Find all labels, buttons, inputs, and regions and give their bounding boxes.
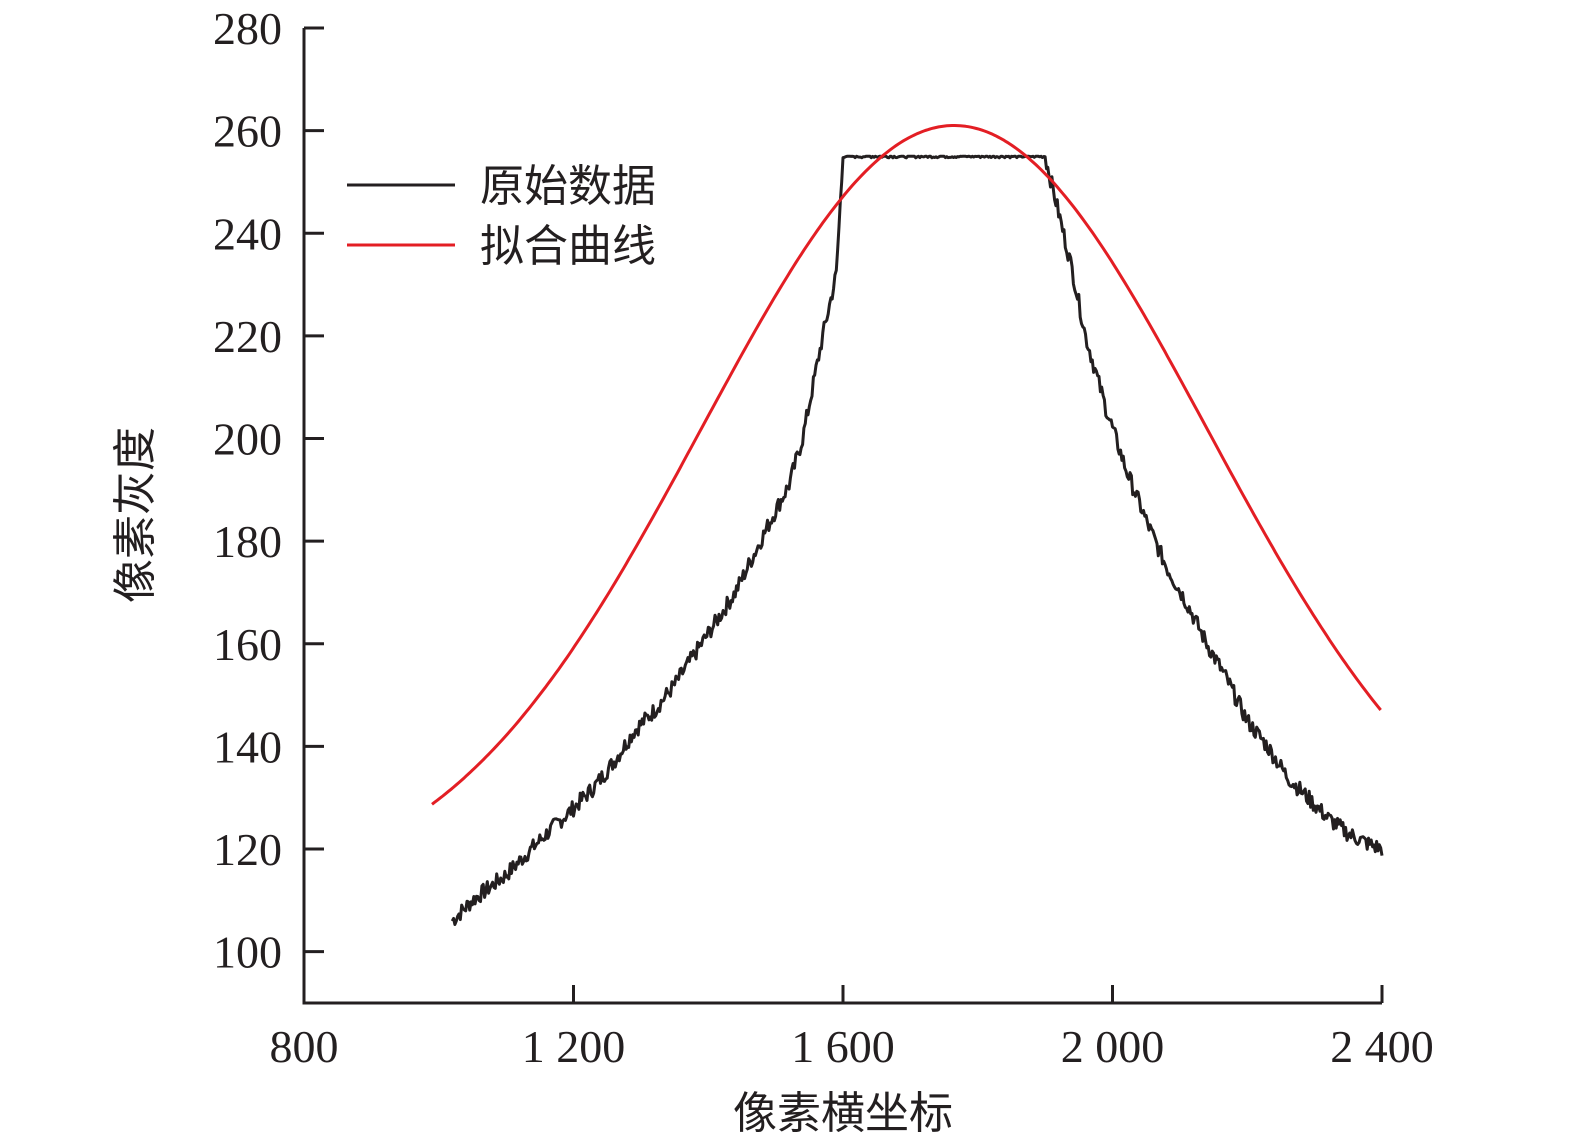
y-tick-label: 140	[213, 721, 282, 772]
series-raw-data-line	[450, 154, 1384, 926]
y-tick-label: 160	[213, 619, 282, 670]
x-axis-title: 像素横坐标	[733, 1088, 953, 1139]
x-tick-label: 2 000	[1061, 1021, 1165, 1072]
y-axis-title: 像素灰度	[110, 427, 161, 603]
series-fitted-curve-line	[431, 124, 1382, 806]
y-tick-label: 260	[213, 106, 282, 157]
y-tick-label: 180	[213, 516, 282, 567]
legend-label-raw-data: 原始数据	[480, 161, 656, 212]
y-tick-label: 200	[213, 414, 282, 465]
y-tick-label: 280	[213, 3, 282, 54]
y-tick-label: 120	[213, 824, 282, 875]
plot-area	[431, 124, 1384, 926]
x-tick-label: 1 200	[522, 1021, 626, 1072]
legend: 原始数据 拟合曲线	[347, 161, 656, 272]
y-tick-label: 220	[213, 311, 282, 362]
x-tick-label: 1 600	[791, 1021, 895, 1072]
x-tick-label: 800	[270, 1021, 339, 1072]
y-tick-label: 100	[213, 927, 282, 978]
legend-label-fitted-curve: 拟合曲线	[480, 221, 656, 272]
tick-labels: 100 120 140 160 180 200 220 240 260 280 800 1 200 1 …	[213, 3, 1434, 1072]
y-tick-label: 240	[213, 208, 282, 259]
x-tick-label: 2 400	[1330, 1021, 1434, 1072]
